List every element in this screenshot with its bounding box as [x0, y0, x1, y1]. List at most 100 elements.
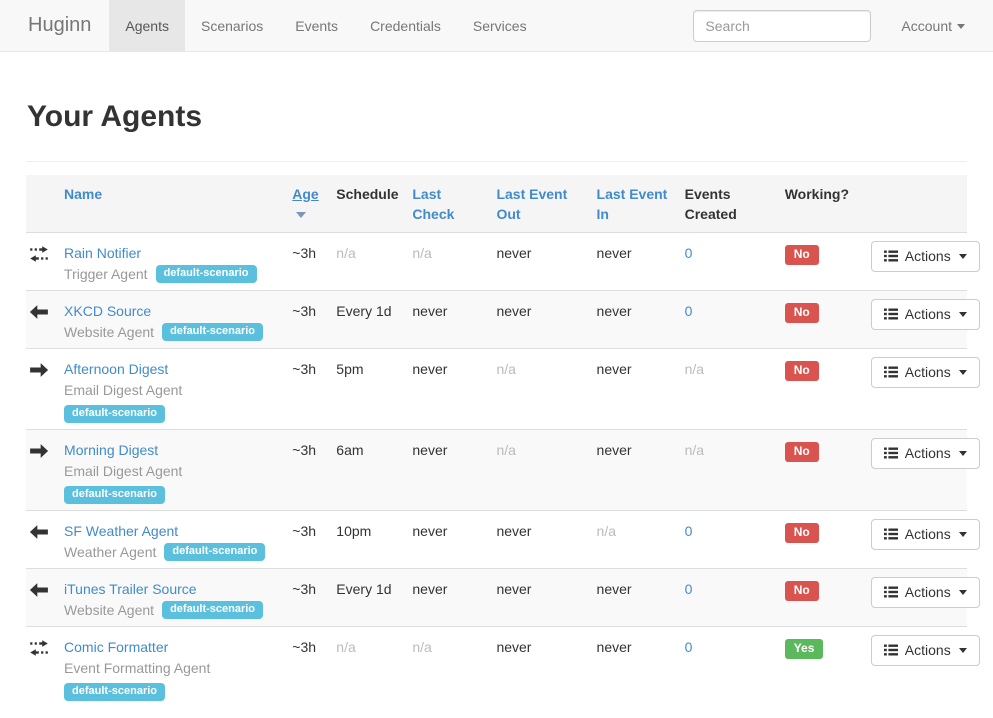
- agent-name-link[interactable]: Morning Digest: [64, 442, 159, 458]
- column-header-events-created: Events Created: [676, 175, 777, 233]
- agent-name-link[interactable]: Comic Formatter: [64, 639, 169, 655]
- agent-working-cell: No: [776, 290, 863, 349]
- chevron-down-icon: [958, 531, 967, 537]
- scenario-badge[interactable]: default-scenario: [64, 683, 165, 701]
- agent-name-cell: iTunes Trailer Source Website Agent defa…: [56, 568, 285, 627]
- agents-table: Name Age Schedule Last Check Last Event …: [26, 175, 980, 707]
- agent-age: ~3h: [284, 429, 329, 511]
- sort-last-event-out-link[interactable]: Last Event Out: [496, 186, 568, 222]
- sort-name-link[interactable]: Name: [64, 186, 103, 202]
- agent-last-event-in: never: [588, 290, 677, 349]
- agent-type-label: Website Agent: [64, 602, 155, 618]
- agent-schedule: Every 1d: [328, 568, 405, 627]
- events-created-link[interactable]: 0: [684, 523, 693, 539]
- agent-direction-icon: [29, 640, 49, 656]
- working-badge: No: [784, 361, 819, 381]
- agent-name-cell: Comic Formatter Event Formatting Agent d…: [56, 626, 285, 707]
- nav-tab-agents[interactable]: Agents: [109, 0, 185, 51]
- app-brand[interactable]: Huginn: [28, 14, 92, 36]
- events-created-link[interactable]: 0: [684, 245, 693, 261]
- agent-age: ~3h: [284, 626, 329, 707]
- account-menu[interactable]: Account: [901, 18, 965, 34]
- chevron-down-icon: [958, 589, 967, 595]
- navbar-right: Account: [693, 0, 993, 51]
- actions-button[interactable]: Actions: [870, 438, 980, 469]
- actions-label: Actions: [904, 364, 951, 380]
- agent-actions-cell: Actions: [862, 290, 980, 349]
- events-created-link[interactable]: n/a: [684, 361, 705, 377]
- agent-last-check: never: [404, 429, 489, 511]
- nav-tab-services[interactable]: Services: [472, 17, 527, 34]
- table-header-row: Name Age Schedule Last Check Last Event …: [26, 175, 967, 233]
- agent-name-link[interactable]: iTunes Trailer Source: [64, 581, 197, 597]
- agent-age: ~3h: [284, 568, 329, 627]
- agent-last-event-in: never: [588, 626, 677, 707]
- sort-last-check-link[interactable]: Last Check: [412, 186, 455, 222]
- agent-last-check: n/a: [404, 626, 489, 707]
- scenario-badge[interactable]: default-scenario: [64, 405, 165, 423]
- agent-actions-cell: Actions: [862, 626, 980, 707]
- agent-direction-cell: [26, 510, 57, 569]
- actions-button[interactable]: Actions: [870, 519, 980, 550]
- agent-name-link[interactable]: Afternoon Digest: [64, 361, 169, 377]
- agent-subline: Email Digest Agent default-scenario: [64, 461, 276, 504]
- actions-button[interactable]: Actions: [870, 241, 980, 272]
- agent-last-event-in: never: [588, 568, 677, 627]
- events-created-link[interactable]: 0: [684, 639, 693, 655]
- sort-age-link[interactable]: Age: [292, 186, 319, 202]
- agent-type-label: Email Digest Agent: [64, 382, 183, 398]
- actions-label: Actions: [904, 526, 951, 542]
- nav-tab-scenarios[interactable]: Scenarios: [200, 17, 264, 34]
- search-input[interactable]: [693, 9, 872, 42]
- scenario-badge[interactable]: default-scenario: [155, 265, 257, 283]
- scenario-badge[interactable]: default-scenario: [162, 601, 264, 619]
- actions-button[interactable]: Actions: [870, 577, 980, 608]
- sort-last-event-in-link[interactable]: Last Event In: [596, 186, 668, 222]
- page-title: Your Agents: [27, 100, 203, 133]
- agent-row: Afternoon Digest Email Digest Agent defa…: [26, 348, 980, 430]
- main-content: Your Agents Name Age Schedule Last Check…: [0, 100, 993, 707]
- agent-name-link[interactable]: SF Weather Agent: [64, 523, 179, 539]
- working-badge: Yes: [784, 639, 824, 659]
- working-badge: No: [784, 581, 819, 601]
- agent-last-check: never: [404, 510, 489, 569]
- agent-type-label: Website Agent: [64, 324, 155, 340]
- agent-direction-cell: [26, 626, 57, 707]
- agent-working-cell: No: [776, 348, 863, 430]
- events-created-link[interactable]: n/a: [684, 442, 705, 458]
- agent-type-label: Event Formatting Agent: [64, 660, 211, 676]
- scenario-badge[interactable]: default-scenario: [164, 543, 266, 561]
- agent-name-link[interactable]: XKCD Source: [64, 303, 152, 319]
- working-badge: No: [784, 303, 819, 323]
- agent-subline: Website Agent default-scenario: [64, 600, 276, 620]
- agent-subline: Email Digest Agent default-scenario: [64, 380, 276, 423]
- list-icon: [884, 308, 898, 320]
- nav-tabs: Agents Scenarios Events Credentials Serv…: [109, 0, 542, 51]
- actions-button[interactable]: Actions: [870, 299, 980, 330]
- agent-age: ~3h: [284, 348, 329, 430]
- agent-name-link[interactable]: Rain Notifier: [64, 245, 142, 261]
- actions-label: Actions: [904, 248, 951, 264]
- actions-button[interactable]: Actions: [870, 635, 980, 666]
- nav-tab-credentials[interactable]: Credentials: [370, 17, 441, 34]
- column-header-icon: [26, 175, 57, 233]
- agent-direction-icon: [29, 362, 49, 378]
- agent-events-created-cell: 0: [676, 232, 777, 291]
- agent-last-event-out: never: [488, 510, 589, 569]
- events-created-link[interactable]: 0: [684, 581, 693, 597]
- actions-button[interactable]: Actions: [870, 357, 980, 388]
- agent-direction-cell: [26, 232, 57, 291]
- agent-direction-cell: [26, 429, 57, 511]
- events-created-link[interactable]: 0: [684, 303, 693, 319]
- list-icon: [884, 586, 898, 598]
- actions-label: Actions: [904, 642, 951, 658]
- nav-tab-events[interactable]: Events: [295, 17, 339, 34]
- agent-direction-icon: [29, 304, 49, 320]
- actions-label: Actions: [904, 445, 951, 461]
- account-label: Account: [901, 17, 952, 34]
- column-header-last-event-out: Last Event Out: [488, 175, 589, 233]
- scenario-badge[interactable]: default-scenario: [64, 486, 165, 504]
- agent-last-event-in: n/a: [588, 510, 677, 569]
- list-icon: [884, 250, 898, 262]
- scenario-badge[interactable]: default-scenario: [162, 323, 264, 341]
